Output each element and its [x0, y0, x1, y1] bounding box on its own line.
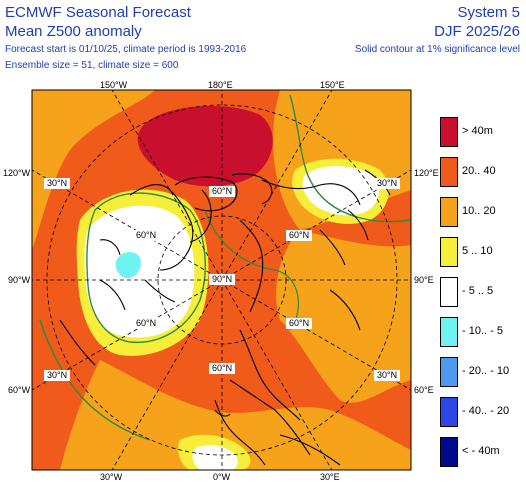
significance-contour-pacific [289, 94, 411, 223]
lon-label-120e: 120°E [414, 168, 439, 178]
legend-swatch [440, 117, 458, 147]
legend-item: > 40m [440, 117, 522, 147]
system-label: System 5 [457, 4, 520, 21]
lat-label-60n-southwest: 60°N [136, 318, 156, 328]
lon-label-30w: 30°W [100, 472, 123, 482]
lon-label-30e: 30°E [320, 472, 340, 482]
lon-label-60w: 60°W [8, 385, 31, 395]
coastline-bering-a [319, 229, 346, 266]
legend-label: - 20.. - 10 [462, 365, 510, 377]
legend-label: 20.. 40 [462, 165, 496, 177]
map-subtitle: Mean Z500 anomaly [5, 23, 142, 40]
lat-label-30n-northwest: 30°N [47, 178, 67, 188]
coastline-mediterranean [279, 434, 341, 466]
lat-label-pole: 90°N [212, 274, 232, 284]
map-title: ECMWF Seasonal Forecast [5, 4, 191, 21]
ensemble-info: Ensemble size = 51, climate size = 600 [5, 60, 179, 71]
legend-swatch [440, 437, 458, 467]
legend-swatch [440, 197, 458, 227]
lat-label-60n-west: 60°N [136, 230, 156, 240]
lat-label-30n-southeast: 30°N [377, 370, 397, 380]
legend-label: - 40.. - 20 [462, 405, 510, 417]
lat-label-30n-northeast: 30°N [377, 178, 397, 188]
coastline-asia-east [329, 289, 361, 331]
legend-item: 5 .. 10 [440, 237, 522, 267]
meridian-30e [221, 279, 333, 470]
legend-swatch [440, 277, 458, 307]
coastline-hudson-bay-a [99, 239, 121, 256]
lat-label-60n-south: 60°N [212, 363, 232, 373]
significance-contour-arctic [204, 209, 299, 331]
anomaly-band-neutral-europe [192, 445, 238, 470]
lon-label-90e: 90°E [414, 275, 434, 285]
longitude-labels: 150°W 180°E 150°E 120°W 120°E 90°W 90°E … [3, 80, 439, 482]
legend-label: - 5 .. 5 [462, 285, 494, 297]
legend-swatch [440, 397, 458, 427]
lon-label-90w: 90°W [8, 275, 31, 285]
lat-label-60n-southeast: 60°N [289, 318, 309, 328]
anomaly-band-neutral-pacific [302, 166, 380, 216]
legend-item: - 5 .. 5 [440, 277, 522, 307]
anomaly-field: 60°N 60°N 60°N 60°N 60°N 60°N 90°N 30°N … [32, 90, 411, 470]
coastline-hudson-bay-b [99, 279, 126, 311]
coastline-north-america-east [59, 319, 96, 366]
z500-anomaly-map: 60°N 60°N 60°N 60°N 60°N 60°N 90°N 30°N … [3, 80, 439, 482]
lat-label-30n-southwest: 30°N [47, 370, 67, 380]
coastlines [59, 169, 391, 466]
season-label: DJF 2025/26 [434, 23, 520, 40]
legend-item: - 10.. - 5 [440, 317, 522, 347]
legend-label: 5 .. 10 [462, 245, 493, 257]
lat-label-60n-north: 60°N [212, 186, 232, 196]
legend-item: 20.. 40 [440, 157, 522, 187]
anomaly-band-10-20-nw [32, 90, 155, 250]
lon-label-120w: 120°W [3, 168, 31, 178]
legend-label: < - 40m [462, 445, 500, 457]
legend-label: 10.. 20 [462, 205, 496, 217]
coastline-british-isles [214, 409, 231, 417]
legend-label: - 10.. - 5 [462, 325, 503, 337]
meridian-150e [221, 90, 333, 281]
lon-label-180e: 180°E [208, 80, 233, 90]
anomaly-band-10-20-east [276, 230, 411, 403]
legend-swatch [440, 157, 458, 187]
lon-label-150w: 150°W [100, 80, 128, 90]
anomaly-band-minus10-minus5 [116, 252, 141, 279]
anomaly-band-10-20-south [60, 360, 411, 470]
lon-label-150e: 150°E [320, 80, 345, 90]
lat-label-60n-east: 60°N [289, 230, 309, 240]
anomaly-band-neutral-canada [84, 205, 195, 338]
significance-note: Solid contour at 1% significance level [354, 44, 520, 55]
latitude-labels: 60°N 60°N 60°N 60°N 60°N 60°N 90°N 30°N … [44, 178, 400, 381]
legend-item: 10.. 20 [440, 197, 522, 227]
coastline-labrador [144, 279, 176, 303]
legend-swatch [440, 237, 458, 267]
legend-swatch [440, 317, 458, 347]
meridian-150w [111, 90, 223, 281]
map-frame [31, 89, 412, 471]
legend-label: > 40m [462, 125, 493, 137]
legend-item: - 40.. - 20 [440, 397, 522, 427]
legend-item: < - 40m [440, 437, 522, 467]
coastline-siberia-east [261, 179, 361, 206]
meridian-30w [111, 279, 223, 470]
coastline-bering-b [347, 209, 369, 241]
coastline-canada-north [129, 184, 194, 271]
coastline-siberia-west [239, 219, 264, 313]
anomaly-band-gt40 [137, 105, 273, 187]
coastline-europe-west [214, 399, 266, 466]
lon-label-60e: 60°E [414, 385, 434, 395]
coastline-scandinavia [239, 329, 301, 421]
forecast-info: Forecast start is 01/10/25, climate peri… [5, 44, 247, 55]
significance-contour-atlantic [39, 319, 151, 441]
legend-item: - 20.. - 10 [440, 357, 522, 387]
coastline-greenland-east [189, 189, 212, 243]
lon-label-0w: 0°W [213, 472, 231, 482]
legend-swatch [440, 357, 458, 387]
